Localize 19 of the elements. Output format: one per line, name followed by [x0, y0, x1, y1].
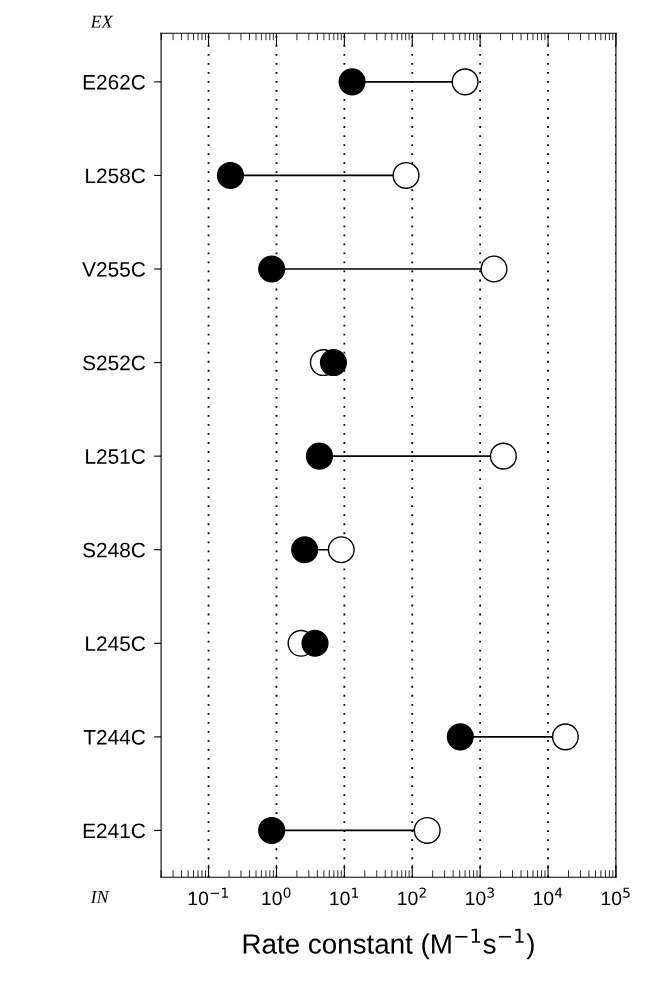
text: EX	[90, 15, 114, 28]
x-tick-label: 10$^{1}$	[330, 887, 359, 906]
x-axis-title: Rate constant (M$^{−1}$s$^{−1}$)	[243, 928, 534, 960]
y-tick-label: S248C	[83, 542, 146, 558]
y-tick-label: E241C	[83, 823, 146, 839]
x-tick-label: 10$^{4}$	[533, 887, 563, 906]
y-tick-label: T244C	[83, 729, 146, 745]
x-tick-label: 10$^{−1}$	[188, 887, 228, 906]
y-tick-label: L258C	[86, 168, 146, 184]
y-tick-label: V255C	[82, 262, 146, 277]
text: IN	[90, 891, 110, 903]
x-tick-label: 10$^{2}$	[398, 887, 426, 906]
y-tick-label: E262C	[83, 74, 146, 90]
x-tick-label: 10$^{0}$	[262, 887, 291, 906]
x-tick-label: 10$^{3}$	[466, 887, 494, 906]
x-tick-label: 10$^{5}$	[601, 887, 630, 906]
y-tick-label: S252C	[83, 355, 146, 371]
y-tick-label: L251C	[86, 449, 146, 464]
y-tick-label: L245C	[86, 636, 146, 652]
